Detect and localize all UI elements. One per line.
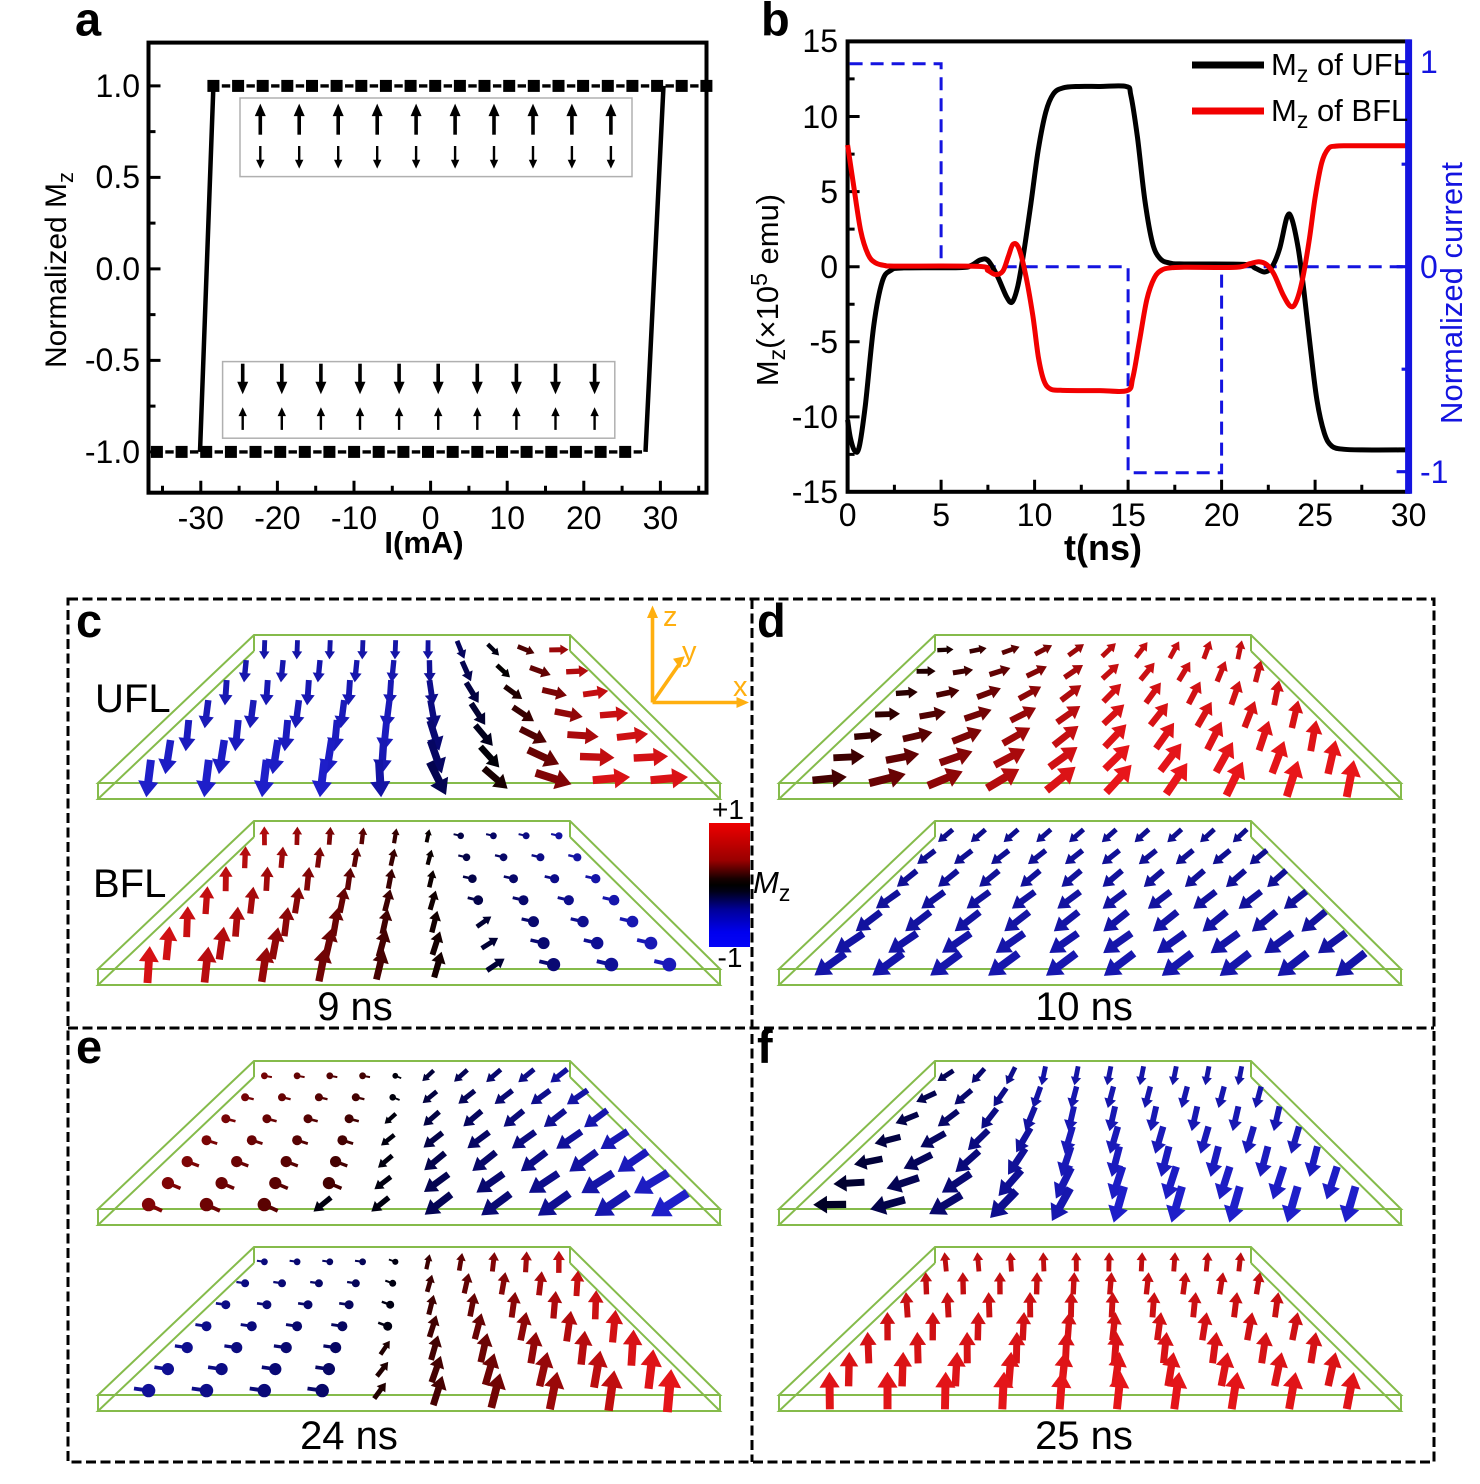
svg-text:UFL: UFL	[95, 677, 171, 721]
svg-text:-5: -5	[810, 324, 838, 360]
svg-text:-1: -1	[718, 942, 743, 973]
svg-text:Mz of BFL: Mz of BFL	[1271, 93, 1408, 133]
svg-text:-30: -30	[178, 500, 224, 536]
svg-text:0: 0	[422, 500, 440, 536]
svg-text:Mz(×105 emu): Mz(×105 emu)	[746, 194, 790, 386]
svg-text:30: 30	[1391, 497, 1427, 533]
svg-text:-10: -10	[331, 500, 377, 536]
svg-text:t(ns): t(ns)	[1064, 527, 1142, 568]
svg-text:z: z	[663, 601, 678, 633]
svg-text:f: f	[757, 1020, 773, 1073]
svg-text:20: 20	[566, 500, 602, 536]
svg-text:24 ns: 24 ns	[300, 1414, 398, 1458]
svg-text:10: 10	[802, 99, 838, 135]
svg-text:-0.5: -0.5	[85, 342, 140, 378]
svg-text:1: 1	[1420, 44, 1438, 80]
svg-text:BFL: BFL	[93, 862, 166, 906]
svg-text:1.0: 1.0	[96, 68, 140, 104]
svg-text:0: 0	[1420, 249, 1438, 285]
svg-text:Normalized current: Normalized current	[1434, 162, 1469, 424]
svg-text:15: 15	[1110, 497, 1146, 533]
svg-text:-15: -15	[792, 474, 838, 510]
svg-text:-1: -1	[1420, 454, 1448, 490]
svg-text:-10: -10	[792, 399, 838, 435]
svg-text:15: 15	[802, 23, 838, 59]
svg-text:10 ns: 10 ns	[1035, 985, 1133, 1029]
svg-text:0: 0	[820, 249, 838, 285]
svg-text:c: c	[76, 594, 102, 647]
svg-text:I(mA): I(mA)	[384, 525, 463, 560]
svg-text:5: 5	[820, 174, 838, 210]
svg-text:Mz of UFL: Mz of UFL	[1271, 47, 1410, 87]
svg-text:25: 25	[1297, 497, 1333, 533]
svg-text:5: 5	[932, 497, 950, 533]
svg-text:b: b	[761, 0, 790, 46]
svg-text:20: 20	[1204, 497, 1240, 533]
svg-text:9 ns: 9 ns	[317, 985, 393, 1029]
svg-text:d: d	[757, 594, 786, 647]
svg-text:y: y	[682, 636, 697, 668]
svg-text:e: e	[76, 1020, 102, 1073]
svg-text:a: a	[75, 0, 102, 46]
svg-text:0.5: 0.5	[96, 159, 140, 195]
svg-text:0.0: 0.0	[96, 251, 140, 287]
svg-text:30: 30	[643, 500, 679, 536]
svg-text:+1: +1	[712, 794, 744, 825]
svg-text:x: x	[733, 671, 748, 703]
svg-text:25 ns: 25 ns	[1035, 1414, 1133, 1458]
svg-text:0: 0	[839, 497, 857, 533]
svg-text:Normalized Mz: Normalized Mz	[40, 172, 78, 368]
svg-text:-1.0: -1.0	[85, 434, 140, 470]
svg-text:-20: -20	[254, 500, 300, 536]
svg-text:10: 10	[1017, 497, 1053, 533]
svg-text:10: 10	[489, 500, 525, 536]
